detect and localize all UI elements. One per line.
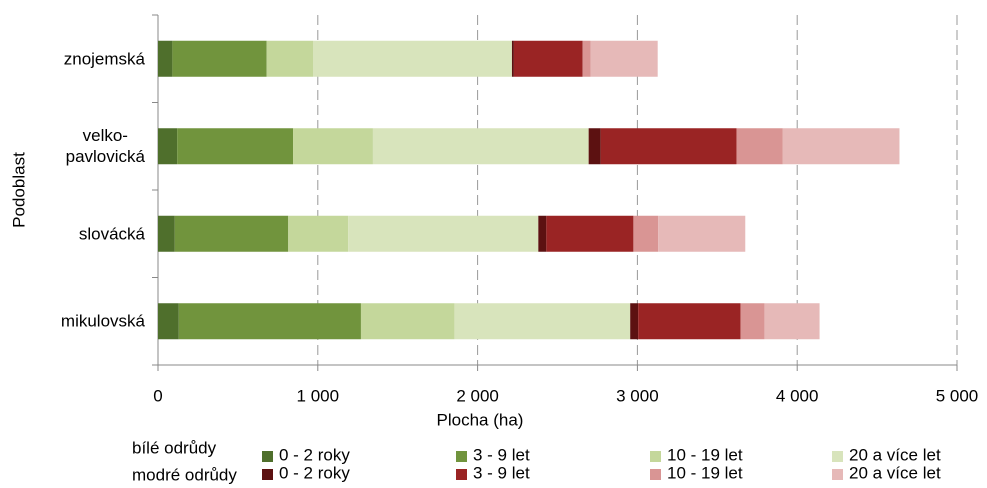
x-tick-label: 1 000 bbox=[297, 386, 340, 405]
legend-swatch bbox=[456, 451, 467, 462]
y-tick-label: velko- pavlovická bbox=[65, 126, 145, 167]
bar-segment bbox=[740, 303, 765, 340]
legend-label: 0 - 2 roky bbox=[279, 463, 350, 482]
legend-swatch bbox=[456, 469, 467, 480]
bar-segment bbox=[293, 128, 373, 165]
x-tick-label: 5 000 bbox=[936, 386, 979, 405]
y-tick-label: slovácká bbox=[78, 224, 145, 244]
bar-segment bbox=[736, 128, 783, 165]
bar-segment bbox=[158, 303, 179, 340]
bar-segment bbox=[454, 303, 631, 340]
bar-segment bbox=[588, 128, 601, 165]
bar-segment bbox=[348, 215, 539, 252]
bar-segment bbox=[600, 128, 737, 165]
bar-segment bbox=[590, 40, 658, 77]
legend-swatch bbox=[262, 469, 273, 480]
bar-segment bbox=[288, 215, 349, 252]
bar-segment bbox=[172, 40, 267, 77]
bar-segment bbox=[638, 303, 741, 340]
bar-segment bbox=[511, 40, 514, 77]
bar-segment bbox=[546, 215, 634, 252]
bar-segment bbox=[658, 215, 746, 252]
legend-swatch bbox=[650, 451, 661, 462]
legend-label: 10 - 19 let bbox=[667, 445, 743, 464]
bar-segment bbox=[174, 215, 289, 252]
legend-label: 0 - 2 roky bbox=[279, 445, 350, 464]
bar-segment bbox=[538, 215, 547, 252]
legend-label: 10 - 19 let bbox=[667, 463, 743, 482]
legend-swatch bbox=[650, 469, 661, 480]
x-tick-label: 2 000 bbox=[456, 386, 499, 405]
y-axis-title: Podoblast bbox=[9, 152, 28, 228]
x-tick-label: 0 bbox=[153, 386, 162, 405]
bar-segment bbox=[158, 40, 173, 77]
bar-segment bbox=[582, 40, 591, 77]
bar-segment bbox=[266, 40, 314, 77]
bar-segment bbox=[630, 303, 639, 340]
legend-label: 20 a více let bbox=[849, 463, 941, 482]
bar-segment bbox=[782, 128, 900, 165]
legend-swatch bbox=[832, 451, 843, 462]
bar-segment bbox=[158, 128, 178, 165]
legend-group-label: modré odrůdy bbox=[132, 465, 237, 484]
bar-segment bbox=[372, 128, 589, 165]
legend-group-label: bílé odrůdy bbox=[132, 438, 217, 457]
legend-label: 3 - 9 let bbox=[473, 445, 530, 464]
bar-segment bbox=[360, 303, 455, 340]
legend-label: 20 a více let bbox=[849, 445, 941, 464]
bar-segment bbox=[633, 215, 659, 252]
legend-swatch bbox=[262, 451, 273, 462]
bar-segment bbox=[764, 303, 820, 340]
bar-segment bbox=[178, 303, 361, 340]
y-tick-label: mikulovská bbox=[60, 311, 145, 331]
x-tick-label: 3 000 bbox=[616, 386, 659, 405]
bar-segment bbox=[158, 215, 175, 252]
x-tick-label: 4 000 bbox=[776, 386, 819, 405]
bar-segment bbox=[313, 40, 512, 77]
legend-label: 3 - 9 let bbox=[473, 463, 530, 482]
bar-segment bbox=[513, 40, 583, 77]
y-tick-label: znojemská bbox=[63, 49, 145, 69]
x-axis-title: Plocha (ha) bbox=[437, 410, 524, 429]
legend-swatch bbox=[832, 469, 843, 480]
bar-segment bbox=[177, 128, 294, 165]
